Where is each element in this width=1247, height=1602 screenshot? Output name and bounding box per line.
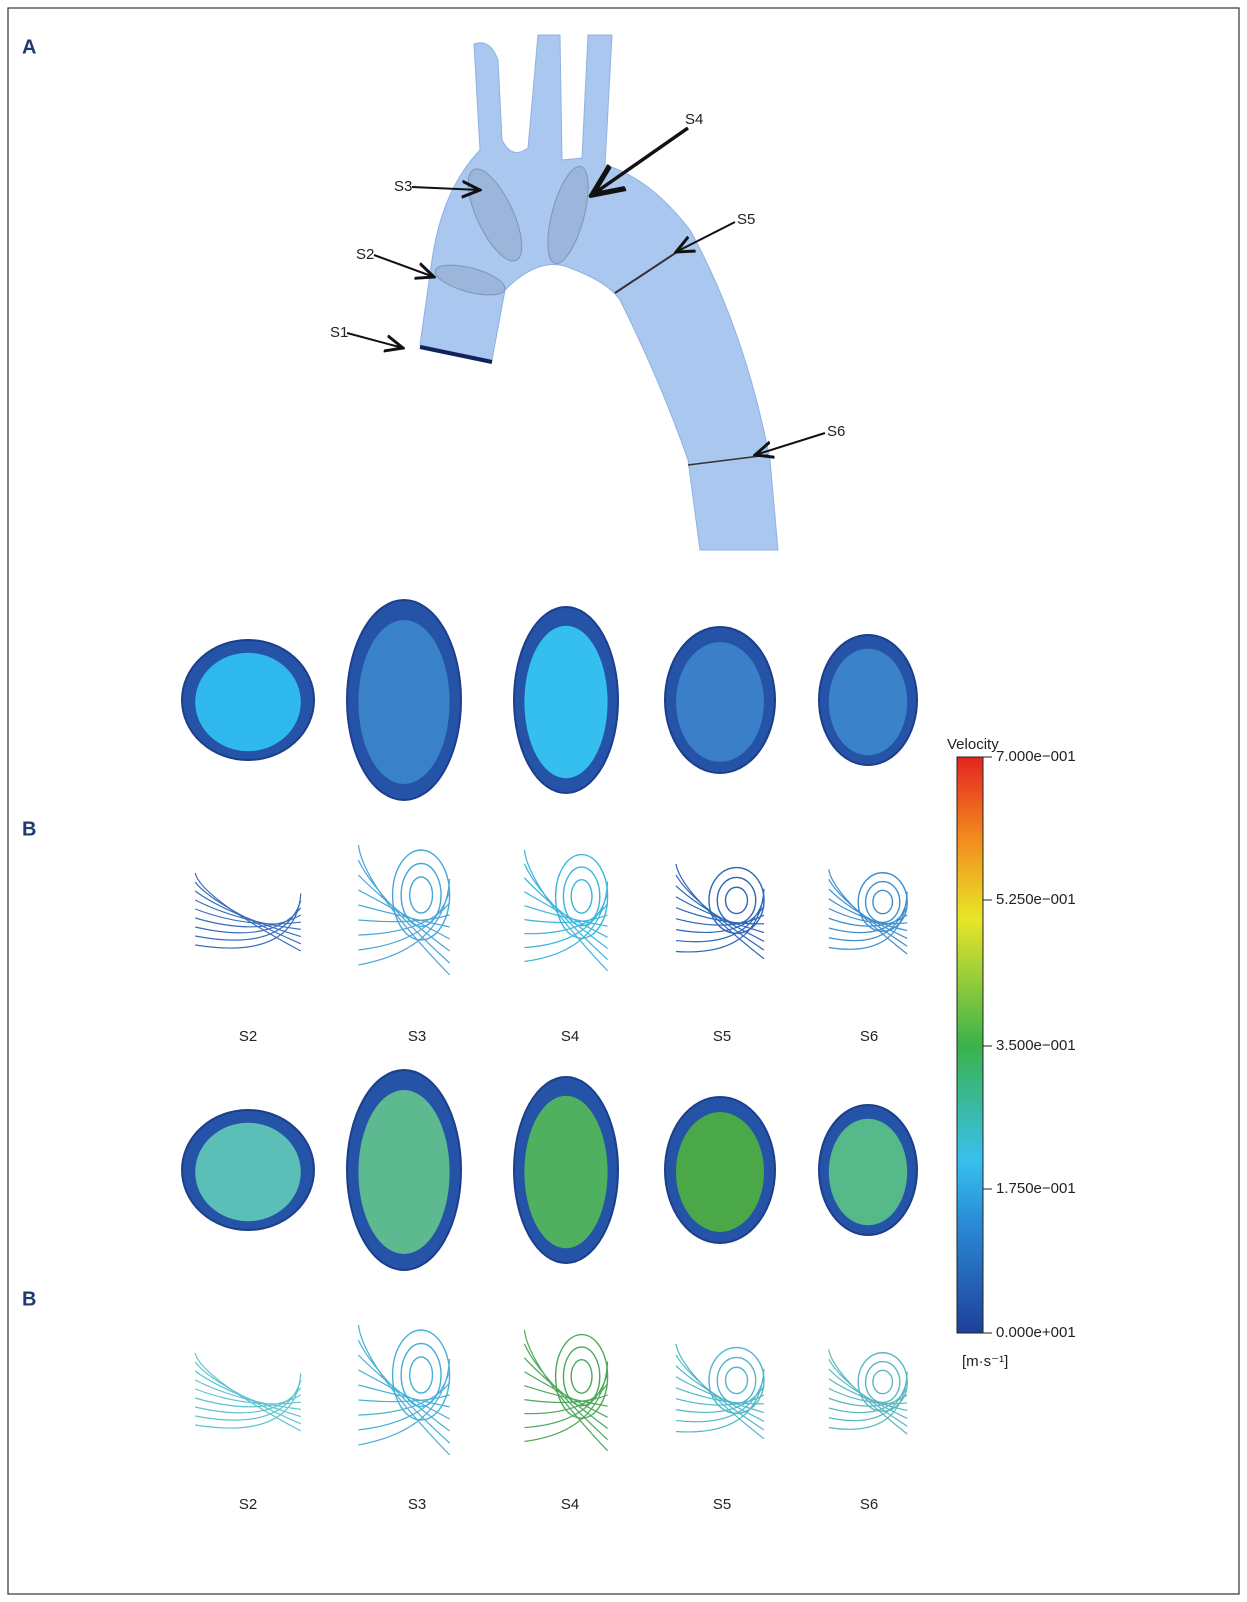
arrow bbox=[347, 333, 403, 348]
vortex bbox=[563, 1347, 599, 1406]
colorbar-tick-label: 3.500e−001 bbox=[996, 1037, 1076, 1054]
streamline bbox=[195, 882, 301, 944]
panel-label: A bbox=[22, 36, 36, 58]
streamline bbox=[195, 1362, 301, 1424]
contour-core bbox=[829, 1119, 907, 1226]
colorbar bbox=[957, 757, 983, 1333]
vortex bbox=[563, 867, 599, 926]
section-label: S3 bbox=[408, 1496, 426, 1513]
colorbar-unit: [m·s⁻¹] bbox=[962, 1353, 1008, 1370]
section-label: S3 bbox=[408, 1028, 426, 1045]
vortex bbox=[717, 877, 756, 923]
panel-label: B bbox=[22, 818, 36, 840]
contour-core bbox=[829, 649, 907, 756]
section-label: S6 bbox=[860, 1028, 878, 1045]
vortex bbox=[571, 1360, 592, 1393]
section-label: S5 bbox=[713, 1028, 731, 1045]
section-label: S1 bbox=[330, 324, 348, 341]
section-label: S3 bbox=[394, 178, 412, 195]
vortex bbox=[873, 1370, 893, 1393]
contour-core bbox=[524, 626, 607, 779]
contour-core bbox=[358, 1090, 449, 1254]
contour-core bbox=[358, 620, 449, 784]
vortex bbox=[866, 1362, 900, 1403]
vortex bbox=[401, 864, 441, 927]
section-label: S6 bbox=[860, 1496, 878, 1513]
section-label: S4 bbox=[561, 1496, 579, 1513]
contour-core bbox=[676, 642, 764, 762]
contour-core bbox=[676, 1112, 764, 1232]
colorbar-tick-label: 0.000e+001 bbox=[996, 1324, 1076, 1341]
colorbar-title: Velocity bbox=[947, 736, 999, 753]
vortex bbox=[873, 890, 893, 913]
section-label: S2 bbox=[239, 1028, 257, 1045]
vortex bbox=[866, 882, 900, 923]
arrow bbox=[374, 255, 434, 277]
contour-core bbox=[524, 1096, 607, 1249]
contour-core bbox=[195, 653, 301, 751]
panel-label: B bbox=[22, 1288, 36, 1310]
section-label: S6 bbox=[827, 423, 845, 440]
section-label: S5 bbox=[713, 1496, 731, 1513]
colorbar-tick-label: 7.000e−001 bbox=[996, 748, 1076, 765]
section-label: S2 bbox=[239, 1496, 257, 1513]
contour-core bbox=[195, 1123, 301, 1221]
section-label: S2 bbox=[356, 246, 374, 263]
vortex bbox=[571, 880, 592, 913]
colorbar-tick-label: 1.750e−001 bbox=[996, 1180, 1076, 1197]
figure: A S1 S2 S3 S4 S5 S6 B S2 S3 S4 S5 S6 B S2 S3 S4 S5 S6 Veloc… bbox=[0, 0, 1247, 1602]
section-label: S4 bbox=[561, 1028, 579, 1045]
section-label: S4 bbox=[685, 111, 703, 128]
vortex bbox=[726, 887, 748, 913]
vortex bbox=[410, 1357, 433, 1393]
colorbar-tick-label: 5.250e−001 bbox=[996, 891, 1076, 908]
vortex bbox=[401, 1344, 441, 1407]
vortex bbox=[726, 1367, 748, 1393]
section-label: S5 bbox=[737, 211, 755, 228]
vortex bbox=[717, 1357, 756, 1403]
vortex bbox=[410, 877, 433, 913]
